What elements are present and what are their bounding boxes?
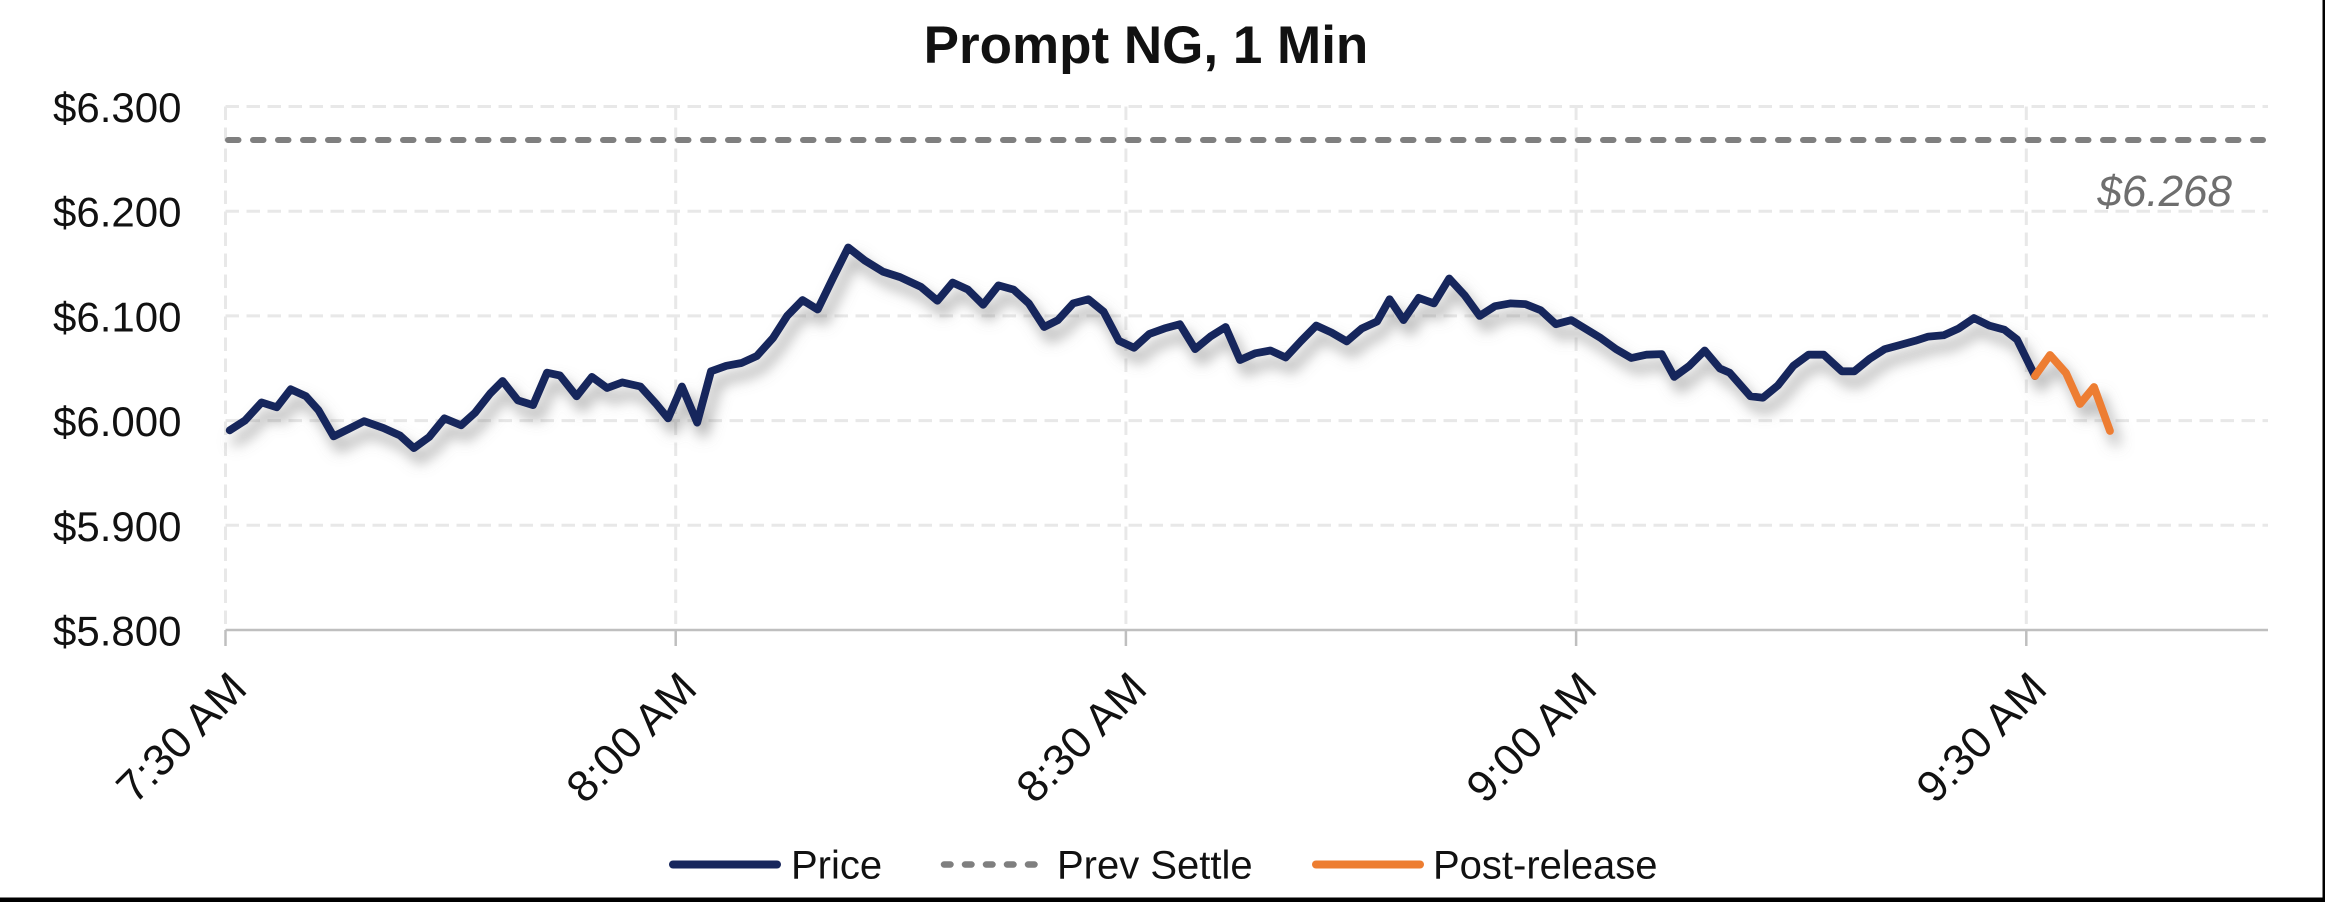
svg-text:$6.000: $6.000 bbox=[53, 398, 181, 445]
svg-text:Prev Settle: Prev Settle bbox=[1057, 844, 1253, 888]
svg-text:$5.900: $5.900 bbox=[53, 503, 181, 550]
svg-text:$5.800: $5.800 bbox=[53, 608, 181, 655]
svg-text:Price: Price bbox=[791, 844, 882, 888]
svg-text:$6.200: $6.200 bbox=[53, 189, 181, 236]
svg-text:Prompt NG, 1 Min: Prompt NG, 1 Min bbox=[924, 16, 1369, 75]
svg-text:$6.100: $6.100 bbox=[53, 293, 181, 340]
svg-text:Post-release: Post-release bbox=[1433, 844, 1658, 888]
svg-text:$6.300: $6.300 bbox=[53, 84, 181, 131]
svg-text:$6.268: $6.268 bbox=[2096, 167, 2232, 216]
